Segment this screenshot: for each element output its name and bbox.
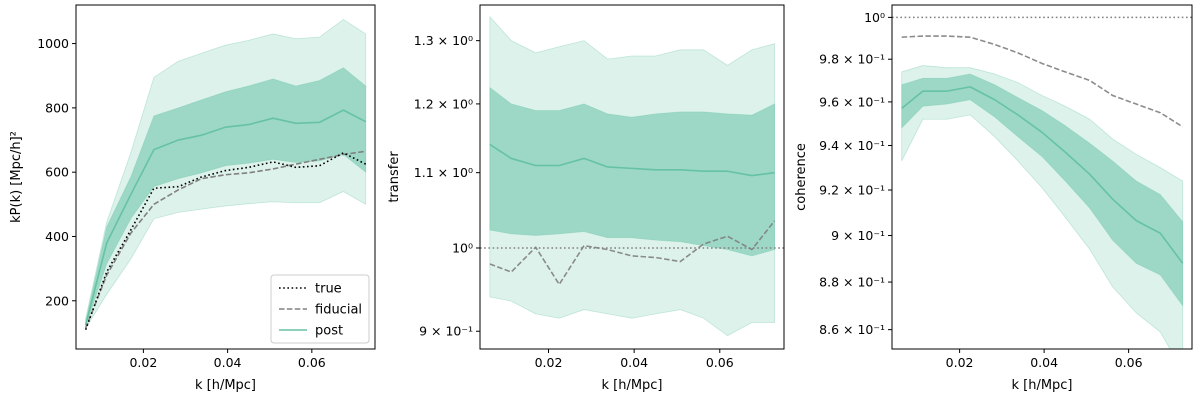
x-tick-label: 0.04: [1030, 355, 1058, 370]
series-post-line: [901, 86, 1184, 264]
y-tick-label: 400: [45, 229, 69, 244]
band-outer: [901, 65, 1184, 349]
series-true-line: [84, 152, 367, 330]
y-tick-label: 1.2 × 10⁰: [414, 96, 473, 111]
x-tick-label: 0.02: [129, 355, 157, 370]
y-axis-label: transfer: [387, 151, 402, 203]
x-tick-label: 0.06: [298, 355, 326, 370]
plot-area: [480, 15, 784, 337]
plot-area: [892, 16, 1192, 349]
series-post-line: [84, 109, 367, 326]
panel-2: 0.02 0.04 0.06 9 × 10⁻¹ 10⁰ 1.1 × 10⁰ 1.2 × 10…: [387, 4, 785, 393]
axes-frame: [891, 4, 1193, 350]
x-axis-label: k [h/Mpc]: [1011, 378, 1072, 393]
series-post-line: [489, 143, 775, 177]
band-inner: [85, 67, 367, 327]
panel-1: 0.02 0.04 0.06 200 400 600 800 1000 k [h/Mpc] kP(…: [9, 4, 376, 393]
legend-box: [270, 274, 370, 344]
legend: true fiducial post: [270, 274, 370, 344]
series-fiducial-line: [84, 150, 366, 329]
band-inner: [489, 86, 775, 257]
y-tick-label: 1.3 × 10⁰: [414, 33, 473, 48]
y-tick-label: 200: [45, 293, 69, 308]
y-tick-label: 9 × 10⁻¹: [419, 324, 473, 339]
axes-frame: [75, 4, 376, 350]
x-tick-label: 0.06: [706, 355, 734, 370]
y-axis-label: coherence: [794, 143, 809, 211]
axes-frame: [479, 4, 785, 350]
x-tick-label: 0.02: [535, 355, 563, 370]
series-fiducial-line: [489, 220, 776, 286]
band-inner: [901, 73, 1184, 307]
legend-label-fiducial: fiducial: [315, 303, 362, 318]
x-tick-label: 0.06: [1115, 355, 1143, 370]
x-tick-label: 0.04: [620, 355, 648, 370]
y-tick-label: 600: [45, 165, 69, 180]
x-axis-label: k [h/Mpc]: [195, 378, 256, 393]
y-tick-label: 10⁰: [864, 10, 885, 25]
y-tick-label: 9.8 × 10⁻¹: [819, 52, 885, 67]
x-axis-label: k [h/Mpc]: [601, 378, 662, 393]
series-fiducial-line: [901, 35, 1184, 128]
y-tick-label: 8.6 × 10⁻¹: [819, 322, 885, 337]
x-tick-label: 0.02: [946, 355, 974, 370]
y-tick-label: 1.1 × 10⁰: [414, 165, 473, 180]
y-tick-label: 800: [45, 100, 69, 115]
y-tick-label: 9 × 10⁻¹: [831, 228, 885, 243]
y-tick-label: 9.6 × 10⁻¹: [819, 94, 885, 109]
panel-3: 0.02 0.04 0.06 8.6 × 10⁻¹ 8.8 × 10⁻¹ 9 × 10⁻¹…: [794, 4, 1193, 393]
legend-label-post: post: [315, 324, 343, 339]
y-axis-label: kP(k) [Mpc/h]²: [9, 131, 24, 223]
legend-label-true: true: [315, 282, 342, 297]
y-tick-label: 8.8 × 10⁻¹: [819, 275, 885, 290]
y-tick-label: 9.4 × 10⁻¹: [819, 138, 885, 153]
x-tick-label: 0.04: [214, 355, 242, 370]
y-tick-label: 1000: [37, 36, 69, 51]
y-tick-label: 9.2 × 10⁻¹: [819, 183, 885, 198]
plot-area: [84, 18, 367, 330]
y-tick-label: 10⁰: [452, 240, 473, 255]
